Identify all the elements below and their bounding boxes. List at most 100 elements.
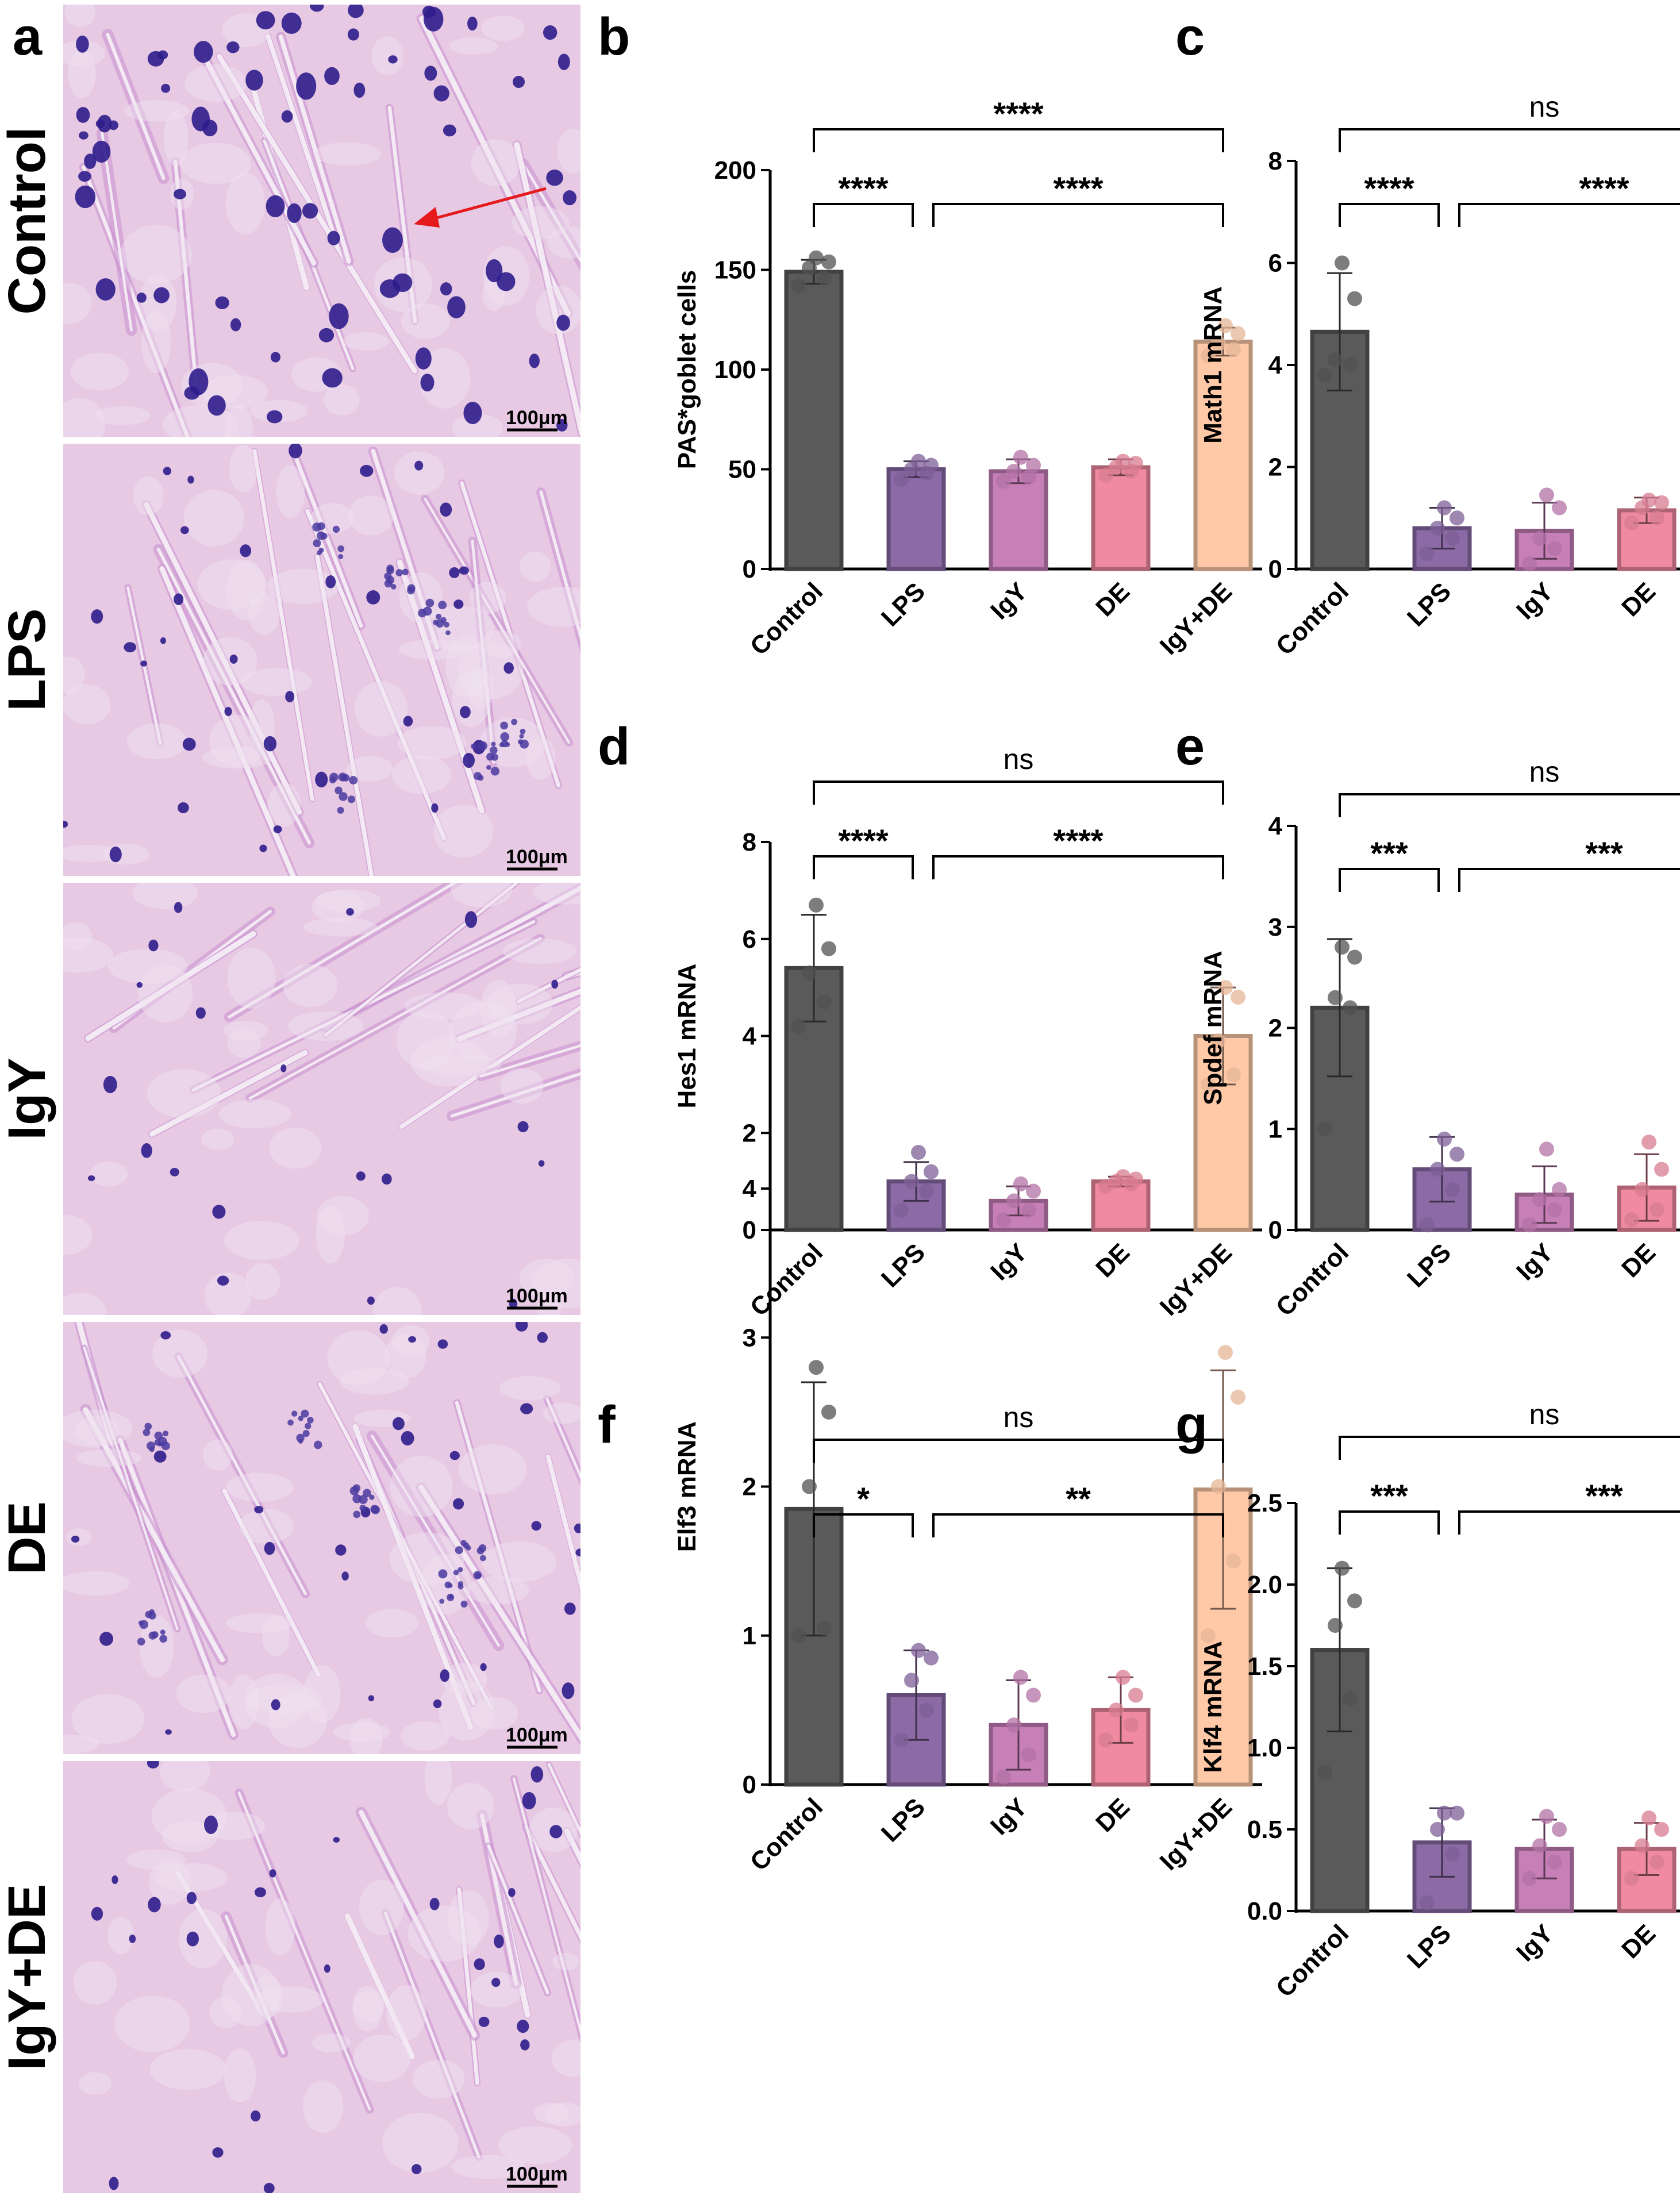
data-point	[1539, 487, 1554, 503]
goblet-cell	[353, 82, 366, 98]
mucus-patch	[452, 2155, 526, 2179]
mucus-patch	[184, 64, 247, 102]
mucus-patch	[265, 1898, 295, 1956]
significance-bracket	[813, 855, 914, 879]
data-point	[911, 1643, 926, 1658]
mucus-patch	[471, 139, 520, 187]
y-tick-label: 1.5	[1247, 1652, 1282, 1681]
goblet-cell	[546, 170, 563, 186]
data-point	[1437, 1131, 1452, 1147]
goblet-cell	[512, 75, 525, 88]
mucus-patch	[396, 1010, 455, 1070]
data-point	[1522, 1217, 1537, 1233]
data-point	[821, 941, 836, 956]
goblet-cluster-dot	[490, 746, 498, 754]
goblet-cell	[285, 691, 295, 703]
mucus-patch	[481, 16, 525, 41]
data-point	[1635, 1838, 1650, 1854]
mucus-patch	[201, 1128, 234, 1150]
goblet-cluster-dot	[329, 776, 336, 784]
goblet-cell	[109, 846, 122, 863]
mucus-patch	[424, 1761, 452, 1805]
goblet-cell	[140, 660, 148, 667]
mucus-patch	[202, 747, 273, 769]
data-point	[894, 471, 909, 487]
mucus-patch	[451, 883, 513, 908]
data-point	[1201, 1076, 1216, 1092]
goblet-cell	[263, 2182, 275, 2193]
goblet-cell	[266, 410, 283, 424]
data-point	[1317, 367, 1332, 383]
goblet-cell	[165, 1729, 172, 1735]
mucus-patch	[245, 1263, 280, 1300]
goblet-cell	[99, 1632, 113, 1646]
goblet-cluster-dot	[347, 795, 356, 803]
crypt-lumen	[517, 967, 580, 1003]
goblet-cell	[562, 1682, 575, 1700]
mucus-patch	[107, 1917, 134, 1955]
crypt-lumen	[399, 1005, 580, 1129]
data-point	[802, 965, 817, 981]
data-point	[1650, 510, 1664, 526]
data-point	[1624, 1212, 1639, 1228]
data-point	[996, 1770, 1011, 1785]
x-tick-label-IgY+DE: IgY+DE	[1155, 577, 1237, 660]
goblet-cell	[392, 1417, 405, 1431]
y-tick-label: 4	[743, 1175, 757, 1203]
goblet-cluster-dot	[159, 1635, 168, 1643]
significance-label: ns	[1004, 1401, 1034, 1433]
mucus-patch	[502, 938, 576, 964]
goblet-cluster-dot	[440, 617, 447, 624]
histology-panel-igyde: 100μm	[63, 1761, 580, 2193]
data-point	[1532, 1838, 1547, 1854]
goblet-cell	[474, 1958, 485, 1970]
data-point	[1218, 318, 1233, 333]
mucus-patch	[154, 1863, 228, 1892]
arrow-head-icon	[414, 207, 440, 228]
y-axis-label: PAS*goblet cells	[673, 270, 701, 469]
goblet-cell	[379, 1324, 388, 1334]
goblet-cell	[556, 314, 570, 331]
data-point	[817, 270, 832, 286]
data-point	[817, 1620, 832, 1636]
mucus-patch	[63, 1292, 107, 1315]
significance-label: ns	[1004, 743, 1034, 775]
data-point	[1128, 1687, 1143, 1703]
mucus-patch	[63, 397, 105, 437]
goblet-cell	[141, 1143, 152, 1158]
row-label-igy: IgY	[0, 1058, 56, 1140]
goblet-cluster-dot	[474, 772, 482, 780]
mucus-patch	[227, 1029, 262, 1058]
mucus-patch	[225, 1472, 294, 1502]
bar-DE	[1091, 465, 1151, 571]
goblet-cell	[556, 419, 568, 432]
mucus-patch	[267, 568, 339, 604]
data-point	[1420, 1895, 1435, 1910]
mucus-patch	[241, 668, 312, 697]
crypt-lumen	[101, 132, 133, 332]
x-tick-label-IgY: IgY	[985, 1238, 1033, 1286]
goblet-cell	[136, 293, 147, 303]
goblet-cluster-dot	[151, 1631, 159, 1639]
x-tick-label-IgY: IgY	[985, 577, 1033, 625]
significance-bracket	[1339, 868, 1440, 892]
goblet-cluster-dot	[318, 547, 324, 553]
mucus-patch	[162, 1821, 218, 1852]
y-tick-label: 0	[743, 555, 756, 583]
goblet-cell	[318, 328, 335, 343]
data-point	[911, 453, 926, 469]
y-axis-label: Spdef mRNA	[1199, 951, 1227, 1105]
x-tick-label-Control: Control	[745, 1793, 828, 1876]
row-label-igyde: IgY+DE	[0, 1884, 56, 2071]
data-point	[1650, 1202, 1664, 1217]
goblet-cluster-dot	[455, 1546, 463, 1555]
mucus-patch	[202, 1439, 233, 1471]
goblet-cell	[522, 1791, 536, 1810]
data-point	[1006, 463, 1021, 479]
goblet-cluster-dot	[500, 721, 508, 730]
mucus-patch	[412, 2059, 465, 2098]
histology-panel-de: 100μm	[63, 1322, 580, 1754]
goblet-cell	[530, 1766, 544, 1783]
significance-label: ****	[993, 95, 1043, 132]
goblet-cluster-dot	[490, 767, 499, 776]
